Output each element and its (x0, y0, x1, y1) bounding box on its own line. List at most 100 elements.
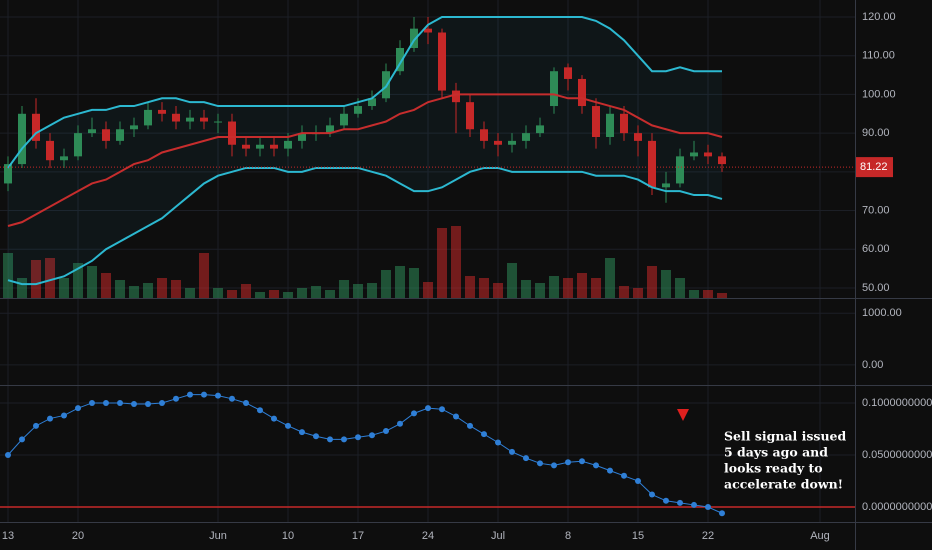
x-tick-label: 8 (565, 530, 571, 542)
candle-body (172, 113, 180, 122)
y-tick-label: 0.0500000000 (862, 449, 932, 461)
candle-body (74, 133, 82, 157)
indicator-dot (383, 428, 389, 435)
candle-body (18, 113, 26, 165)
candle-body (60, 156, 68, 161)
candle-body (452, 90, 460, 103)
volume-bar (367, 283, 377, 298)
annotation: looks ready to (724, 461, 823, 476)
candle-body (718, 156, 726, 165)
volume-bar (311, 286, 321, 298)
volume-bar (437, 228, 447, 298)
volume-bar (381, 270, 391, 298)
volume-bar (185, 288, 195, 298)
y-tick-label: 100.00 (862, 88, 896, 100)
candle-body (606, 113, 614, 138)
indicator-dot (103, 399, 109, 406)
volume-bar (59, 278, 69, 298)
volume-bar (451, 226, 461, 298)
y-tick-label: 0.00 (862, 359, 883, 371)
candle-body (466, 102, 474, 130)
sell-signal-marker (677, 409, 689, 421)
indicator-dot (719, 510, 725, 517)
indicator-dot (439, 406, 445, 413)
indicator-dot (621, 472, 627, 479)
indicator-dot (299, 429, 305, 436)
indicator-dot (285, 422, 291, 429)
volume-bar (283, 292, 293, 298)
indicator-dot (341, 436, 347, 443)
annotation: Sell signal issued (724, 429, 847, 444)
volume-bar (17, 278, 27, 298)
volume-bar (563, 278, 573, 298)
volume-bar (717, 293, 727, 298)
y-tick-label: 50.00 (862, 282, 890, 294)
x-tick-label: 13 (2, 530, 14, 542)
candle-body (648, 140, 656, 188)
candle-body (144, 109, 152, 126)
indicator-dot (5, 451, 11, 458)
candle-body (340, 113, 348, 126)
indicator-dot (565, 459, 571, 466)
x-tick-label: 15 (632, 530, 644, 542)
indicator-dot (411, 410, 417, 417)
last-price-box (856, 157, 893, 178)
volume-bar (577, 273, 587, 298)
volume-bar (465, 276, 475, 298)
candle-body (634, 133, 642, 141)
volume-bar (325, 290, 335, 298)
candle-body (326, 125, 334, 134)
volume-bar (605, 258, 615, 298)
candle-body (270, 144, 278, 149)
candle-body (564, 67, 572, 79)
volume-bar (339, 280, 349, 298)
candle-body (214, 121, 222, 123)
indicator-dot (495, 439, 501, 446)
indicator-dot (271, 415, 277, 422)
candle-body (592, 106, 600, 138)
indicator-dot (243, 399, 249, 406)
y-tick-label: 90.00 (862, 127, 890, 139)
candle-body (4, 164, 12, 184)
indicator-dot (229, 395, 235, 402)
y-tick-label: 110.00 (862, 50, 895, 62)
indicator-line (7, 394, 723, 514)
volume-bar (129, 286, 139, 298)
annotation: accelerate down! (724, 477, 843, 492)
volume-bar (661, 270, 671, 298)
candle-body (256, 144, 264, 149)
annotation: 5 days ago and (724, 445, 828, 460)
volume-bar (31, 260, 41, 298)
volume-bar (647, 266, 657, 298)
volume-bar (493, 283, 503, 298)
candle-body (88, 129, 96, 134)
x-tick-label: Jun (209, 530, 227, 542)
indicator-dot (201, 391, 207, 398)
y-tick-label: 0.0000000000 (862, 501, 932, 513)
candle-body (690, 152, 698, 157)
candle-body (46, 140, 54, 161)
volume-bar (227, 290, 237, 298)
volume-bar (689, 290, 699, 298)
candle-body (102, 129, 110, 141)
indicator-dot (677, 499, 683, 506)
candle-body (536, 125, 544, 134)
candle-body (228, 121, 236, 145)
candle-body (298, 133, 306, 141)
indicator-dot (187, 391, 193, 398)
volume-bar (591, 278, 601, 298)
indicator-dot (145, 401, 151, 408)
volume-bar (255, 292, 265, 298)
band-line (7, 166, 723, 286)
band-line (7, 93, 723, 227)
indicator-dot (397, 420, 403, 427)
indicator-dot (593, 462, 599, 469)
indicator-dot (551, 462, 557, 469)
volume-bar (353, 284, 363, 298)
y-tick-label: 1000.00 (862, 307, 902, 319)
candle-body (424, 28, 432, 33)
candle-body (32, 113, 40, 141)
volume-bar (87, 266, 97, 298)
